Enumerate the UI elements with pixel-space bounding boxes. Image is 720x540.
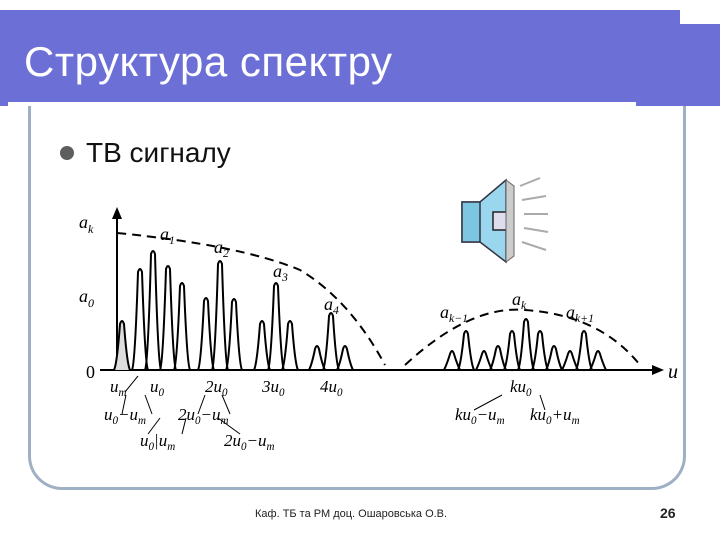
- peak-labels: a1 a2 a3 a4 ak−1 ak ak+1: [160, 224, 594, 325]
- freq-label-row1: um: [110, 377, 127, 399]
- spectral-line: [517, 318, 535, 371]
- spectral-line: [211, 260, 229, 371]
- spectral-line: [443, 350, 461, 371]
- freq-label-row2: ku0−um: [455, 405, 505, 427]
- spectral-line: [322, 312, 340, 371]
- spectral-line: [131, 268, 149, 371]
- spectral-line: [308, 345, 326, 371]
- spectral-line: [489, 345, 507, 371]
- y-axis-arrow-icon: [112, 207, 122, 219]
- spectrum-peaks: [113, 250, 607, 371]
- footer-text: Каф. ТБ та РМ доц. Ошаровська О.В.: [255, 508, 448, 520]
- a0-label: a0: [79, 286, 94, 310]
- bullet-dot-icon: [60, 146, 74, 160]
- x-axis-label: u: [668, 361, 678, 383]
- spectral-line: [575, 330, 593, 371]
- peak-label-5: ak−1: [440, 302, 468, 325]
- freq-label-row3: 2u0−um: [224, 431, 275, 453]
- peak-label-1: a1: [160, 224, 175, 247]
- y-axis-label: ak: [79, 212, 94, 236]
- freq-label-row2: u0−um: [104, 405, 146, 427]
- envelope-curve: [116, 232, 386, 366]
- freq-label-row1: 3u0: [261, 377, 285, 399]
- page-number: 26: [660, 505, 676, 521]
- x-axis-arrow-icon: [652, 365, 664, 375]
- freq-label-row3: u0|um: [140, 431, 175, 453]
- spectral-line: [545, 345, 563, 371]
- spectral-line: [336, 345, 354, 371]
- freq-label-row2: 2u0−um: [178, 405, 229, 427]
- bullet-item: ТВ сигналу: [60, 136, 231, 170]
- spectral-line: [531, 330, 549, 371]
- peak-label-3: a3: [273, 261, 288, 284]
- spectral-line: [267, 282, 285, 371]
- peak-label-4: a4: [324, 294, 339, 317]
- spectral-line: [475, 350, 493, 371]
- bullet-text: ТВ сигналу: [86, 137, 231, 168]
- envelope-curve-k: [404, 308, 641, 366]
- slide-frame: [28, 90, 686, 490]
- peak-label-2: a2: [214, 237, 229, 260]
- freq-label-row1: 2u0: [205, 377, 228, 399]
- spectral-line: [113, 320, 131, 371]
- title-underline: [8, 102, 636, 106]
- origin-label: 0: [86, 362, 95, 382]
- speaker-icon[interactable]: [461, 177, 549, 264]
- title-bar: Структура спектру: [0, 10, 720, 106]
- leader-lines: [121, 375, 546, 435]
- spectral-line: [589, 350, 607, 371]
- slide-title: Структура спектру: [24, 38, 393, 85]
- spectral-line: [197, 297, 215, 371]
- freq-label-row1: 4u0: [320, 377, 343, 399]
- peak-label-7: ak+1: [566, 302, 594, 325]
- frequency-labels: um u0 2u0 3u0 4u0 ku0 u0−um 2u0−um ku0−um ku0+um u…: [104, 377, 580, 453]
- spectral-line: [457, 330, 475, 371]
- title-bar-corner: [680, 10, 720, 24]
- freq-label-row2: ku0+um: [530, 405, 580, 427]
- peak-label-6: ak: [512, 289, 527, 312]
- spectral-line: [144, 250, 162, 371]
- spectral-line: [159, 265, 177, 371]
- spectral-line: [281, 320, 299, 371]
- spectral-line: [225, 298, 243, 371]
- spectral-line: [173, 282, 191, 371]
- spectral-line: [561, 350, 579, 371]
- freq-label-row1: ku0: [510, 377, 532, 399]
- spectral-line: [503, 330, 521, 371]
- freq-label-row1: u0: [150, 377, 165, 399]
- spectral-line: [253, 320, 271, 371]
